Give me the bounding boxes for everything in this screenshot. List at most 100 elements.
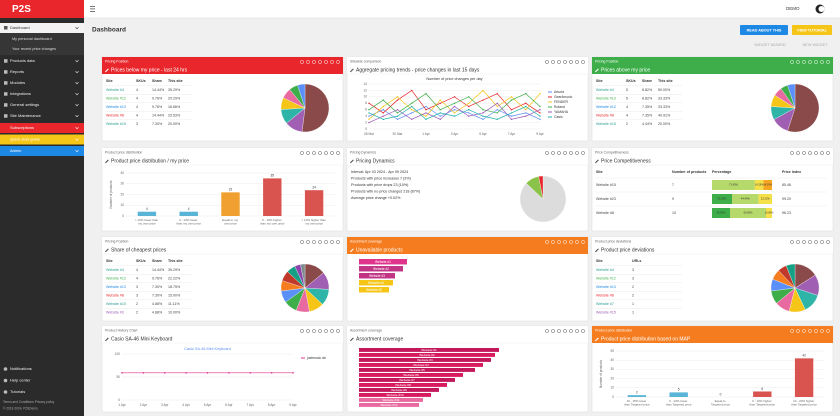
widget-action[interactable]	[808, 60, 812, 64]
widget-action[interactable]	[581, 151, 585, 155]
widget-action[interactable]	[826, 240, 830, 244]
widget-action[interactable]	[312, 60, 316, 64]
bottom-link[interactable]: Notifications	[10, 366, 32, 371]
widget-action[interactable]	[581, 240, 585, 244]
widget-action[interactable]	[569, 60, 573, 64]
table-cell[interactable]: Website #12	[596, 105, 616, 109]
widget-action[interactable]	[336, 240, 340, 244]
widget-action[interactable]	[330, 329, 334, 333]
widget-action[interactable]	[318, 60, 322, 64]
widget-action[interactable]	[814, 329, 818, 333]
widget-action[interactable]	[808, 329, 812, 333]
widget-action[interactable]	[318, 240, 322, 244]
widget-action[interactable]	[814, 60, 818, 64]
header-link[interactable]: WIDGET WIZARD	[754, 43, 785, 47]
widget-action[interactable]	[569, 151, 573, 155]
widget-action[interactable]	[318, 151, 322, 155]
table-cell[interactable]: Website #15	[106, 302, 126, 306]
table-cell[interactable]: Website #13	[596, 96, 616, 100]
widget-action[interactable]	[336, 60, 340, 64]
widget-action[interactable]	[581, 329, 585, 333]
widget-action[interactable]	[551, 329, 555, 333]
widget-action[interactable]	[551, 60, 555, 64]
widget-action[interactable]	[330, 60, 334, 64]
widget-action[interactable]	[545, 329, 549, 333]
widget-action[interactable]	[563, 60, 567, 64]
table-cell[interactable]: Website #3	[106, 310, 124, 314]
widget-action[interactable]	[324, 60, 328, 64]
widget-action[interactable]	[820, 151, 824, 155]
widget-action[interactable]	[796, 240, 800, 244]
widget-action[interactable]	[336, 151, 340, 155]
widget-action[interactable]	[563, 240, 567, 244]
edit-icon[interactable]	[350, 248, 354, 253]
widget-action[interactable]	[808, 240, 812, 244]
widget-action[interactable]	[790, 329, 794, 333]
table-cell[interactable]: Website #8	[106, 293, 124, 297]
widget-action[interactable]	[575, 60, 579, 64]
widget-action[interactable]	[826, 151, 830, 155]
widget-action[interactable]	[814, 151, 818, 155]
table-cell[interactable]: Website #8	[596, 113, 614, 117]
widget-action[interactable]	[557, 329, 561, 333]
widget-action[interactable]	[563, 329, 567, 333]
widget-action[interactable]	[802, 151, 806, 155]
widget-action[interactable]	[820, 329, 824, 333]
edit-icon[interactable]	[105, 248, 109, 253]
table-cell[interactable]: Website #8	[106, 113, 124, 117]
widget-action[interactable]	[790, 151, 794, 155]
table-cell[interactable]: Website #4	[106, 88, 124, 92]
widget-action[interactable]	[569, 240, 573, 244]
menu-item[interactable]: Quick start guide	[10, 137, 41, 142]
widget-action[interactable]	[545, 60, 549, 64]
widget-action[interactable]	[312, 240, 316, 244]
widget-action[interactable]	[324, 151, 328, 155]
widget-action[interactable]	[802, 329, 806, 333]
menu-item[interactable]: General settings	[10, 102, 39, 107]
widget-action[interactable]	[796, 60, 800, 64]
header-button[interactable]	[792, 25, 832, 35]
header-button[interactable]	[740, 25, 788, 35]
widget-action[interactable]	[306, 240, 310, 244]
table-cell[interactable]: Website #12	[106, 276, 126, 280]
menu-item[interactable]: Site Maintenance	[10, 113, 42, 118]
widget-action[interactable]	[790, 240, 794, 244]
widget-action[interactable]	[330, 151, 334, 155]
widget-action[interactable]	[820, 240, 824, 244]
widget-action[interactable]	[312, 329, 316, 333]
widget-action[interactable]	[557, 60, 561, 64]
widget-action[interactable]	[802, 60, 806, 64]
widget-action[interactable]	[814, 240, 818, 244]
edit-icon[interactable]	[595, 159, 599, 164]
table-cell[interactable]: Website #7	[596, 302, 614, 306]
widget-action[interactable]	[300, 151, 304, 155]
widget-action[interactable]	[826, 329, 830, 333]
submenu-item[interactable]: My personal dashboard	[12, 37, 52, 41]
table-cell[interactable]: Website #13	[106, 105, 126, 109]
widget-action[interactable]	[300, 240, 304, 244]
edit-icon[interactable]	[105, 68, 109, 73]
widget-action[interactable]	[808, 151, 812, 155]
widget-action[interactable]	[551, 151, 555, 155]
widget-action[interactable]	[324, 240, 328, 244]
edit-icon[interactable]	[595, 68, 599, 73]
widget-action[interactable]	[324, 329, 328, 333]
widget-action[interactable]	[336, 329, 340, 333]
menu-toggle[interactable]	[90, 6, 95, 12]
header-link[interactable]: NEW WIDGET	[802, 43, 828, 47]
widget-action[interactable]	[796, 151, 800, 155]
widget-action[interactable]	[306, 329, 310, 333]
widget-action[interactable]	[306, 60, 310, 64]
widget-action[interactable]	[545, 240, 549, 244]
menu-item[interactable]: Dashboard	[10, 25, 30, 30]
widget-action[interactable]	[557, 240, 561, 244]
menu-item[interactable]: Modules	[10, 80, 25, 85]
widget-action[interactable]	[318, 329, 322, 333]
widget-action[interactable]	[575, 329, 579, 333]
menu-item[interactable]: Reports	[10, 69, 24, 74]
widget-action[interactable]	[545, 151, 549, 155]
table-cell[interactable]: Website #4	[596, 268, 614, 272]
bottom-link[interactable]: Help center	[10, 378, 31, 383]
menu-item[interactable]: Subscriptions	[10, 125, 34, 130]
widget-action[interactable]	[796, 329, 800, 333]
